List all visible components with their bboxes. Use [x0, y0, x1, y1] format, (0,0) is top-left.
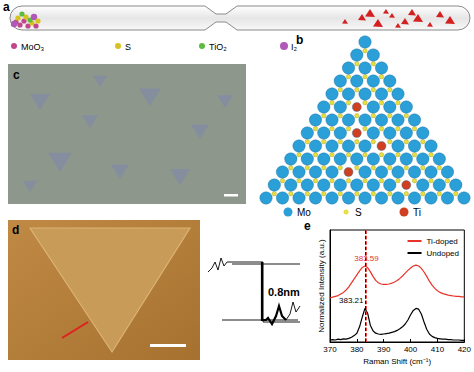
svg-text:383.59: 383.59	[354, 254, 379, 263]
svg-text:420: 420	[458, 345, 472, 354]
svg-text:MoO₃: MoO₃	[21, 42, 45, 52]
svg-text:Undoped: Undoped	[427, 249, 459, 258]
svg-text:Raman Shift (cm⁻¹): Raman Shift (cm⁻¹)	[363, 357, 431, 366]
svg-text:400: 400	[404, 345, 418, 354]
svg-text:Normalized Intensity (a.u.): Normalized Intensity (a.u.)	[317, 239, 326, 333]
svg-text:390: 390	[377, 345, 391, 354]
svg-text:380: 380	[350, 345, 364, 354]
svg-text:370: 370	[323, 345, 337, 354]
svg-text:a: a	[3, 0, 10, 14]
svg-text:d: d	[12, 223, 19, 237]
svg-text:0.8nm: 0.8nm	[268, 286, 300, 298]
svg-text:Ti-doped: Ti-doped	[427, 237, 458, 246]
svg-text:c: c	[13, 68, 20, 82]
svg-text:410: 410	[431, 345, 445, 354]
svg-text:Ti: Ti	[413, 207, 421, 218]
svg-text:b: b	[296, 33, 303, 47]
svg-text:I₂: I₂	[291, 42, 297, 52]
svg-text:Mo: Mo	[297, 207, 311, 218]
svg-text:S: S	[355, 207, 362, 218]
svg-text:S: S	[125, 42, 131, 52]
svg-text:TiO₂: TiO₂	[209, 42, 227, 52]
svg-text:383.21: 383.21	[339, 296, 364, 305]
svg-text:e: e	[304, 219, 311, 233]
